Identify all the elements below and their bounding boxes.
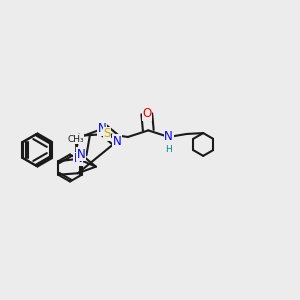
- Text: CH₃: CH₃: [67, 135, 84, 144]
- Text: O: O: [142, 107, 152, 120]
- Text: N: N: [113, 135, 122, 148]
- Text: N: N: [98, 122, 107, 135]
- Text: N: N: [164, 130, 173, 143]
- Text: H: H: [165, 145, 172, 154]
- Text: S: S: [103, 128, 111, 140]
- Text: N: N: [77, 148, 85, 161]
- Text: N: N: [74, 152, 82, 165]
